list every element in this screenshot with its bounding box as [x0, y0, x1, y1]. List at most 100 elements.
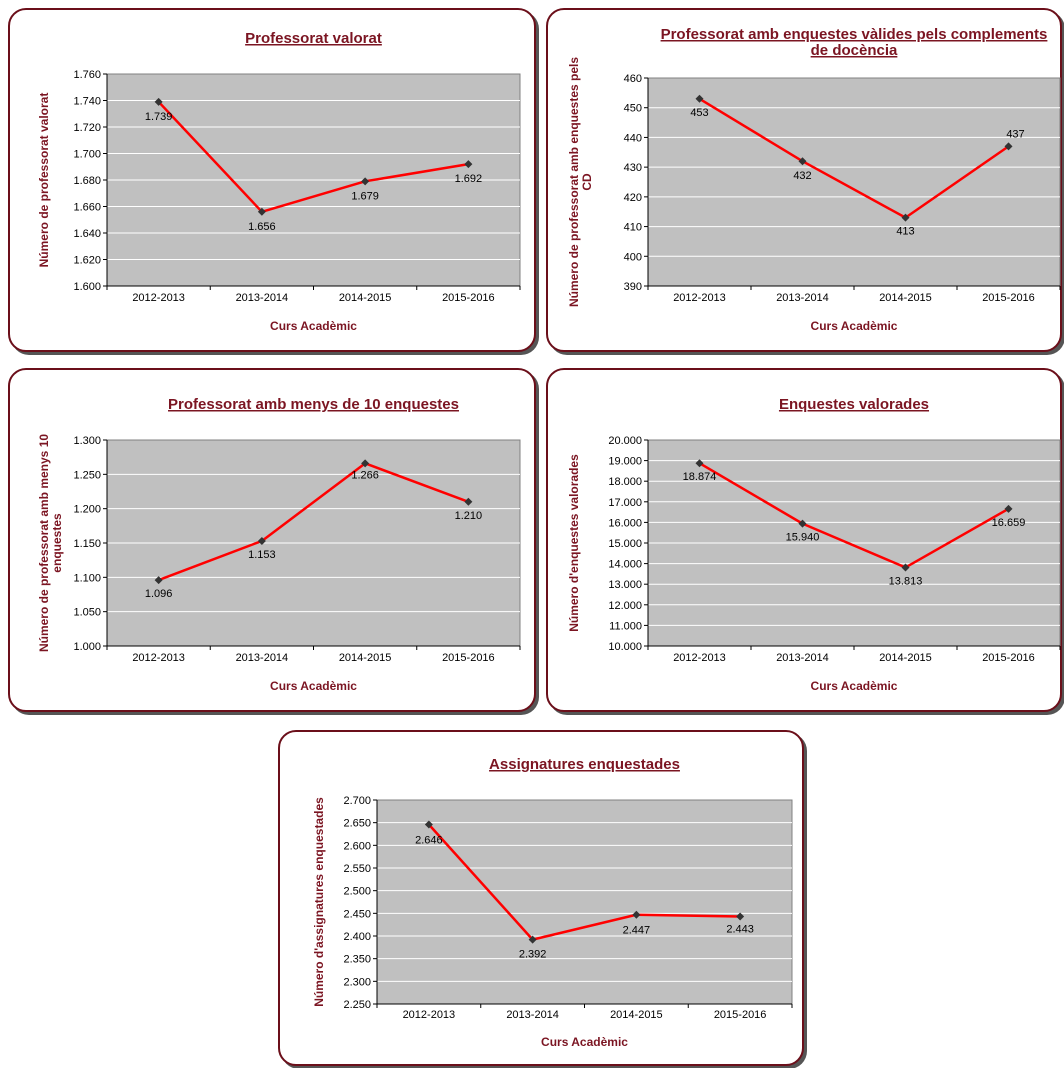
y-tick-label: 11.000	[609, 620, 642, 632]
y-tick-label: 1.660	[73, 202, 101, 214]
y-tick-label: 1.640	[73, 228, 101, 240]
data-label: 13.813	[889, 575, 923, 587]
x-tick-label: 2013-2014	[236, 652, 289, 664]
data-label: 15.940	[786, 532, 820, 544]
chart-title: Professorat amb enquestes vàlides pels c…	[661, 26, 1048, 43]
y-axis-label: Número d'assignatures enquestades	[312, 797, 326, 1007]
data-label: 437	[1006, 128, 1024, 140]
series-line	[698, 462, 1010, 569]
y-tick-label: 2.700	[343, 795, 371, 807]
data-label: 18.874	[683, 471, 717, 483]
y-tick-label: 1.250	[73, 469, 101, 481]
series-line	[427, 823, 741, 941]
chart-title: Professorat valorat	[245, 30, 382, 47]
y-tick-label: 16.000	[608, 517, 642, 529]
chart-panel-enquestes-valorades: Enquestes valorades 10.000 11.000 12.000 13.…	[546, 368, 1062, 712]
x-tick-label: 2013-2014	[776, 652, 829, 664]
x-axis-label: Curs Acadèmic	[270, 679, 357, 693]
x-tick-label: 2013-2014	[506, 1009, 559, 1021]
data-label: 2.447	[623, 925, 651, 937]
data-point-marker	[361, 177, 370, 186]
chart-title: Assignatures enquestades	[489, 756, 680, 773]
data-point-marker	[257, 207, 266, 216]
x-tick-label: 2012-2013	[132, 652, 185, 664]
data-point-marker	[154, 576, 163, 585]
chart-title: Professorat amb menys de 10 enquestes	[168, 396, 459, 413]
data-point-marker	[464, 160, 473, 169]
data-label: 1.656	[248, 221, 276, 233]
plot-area	[376, 799, 793, 1005]
y-tick-label: 460	[624, 73, 642, 85]
data-label: 2.392	[519, 949, 547, 961]
y-axis-label: Número de professorat amb enquestes pels	[567, 57, 581, 307]
y-axis-label: Número d'enquestes valorades	[567, 454, 581, 632]
line-chart: Professorat valorat 1.600 1.620 1.640 1.660 1…	[37, 30, 521, 333]
x-tick-label: 2014-2015	[339, 292, 392, 304]
y-tick-label: 17.000	[608, 497, 642, 509]
data-label: 2.646	[415, 834, 443, 846]
y-tick-label: 19.000	[608, 456, 642, 468]
x-tick-label: 2014-2015	[610, 1009, 663, 1021]
y-tick-label: 18.000	[608, 476, 642, 488]
data-label: 1.739	[145, 111, 173, 123]
data-point-marker	[901, 213, 910, 222]
x-axis-label: Curs Acadèmic	[811, 319, 898, 333]
line-chart: Professorat amb menys de 10 enquestes 1.0…	[37, 396, 521, 693]
y-tick-label: 400	[624, 251, 642, 263]
x-tick-label: 2014-2015	[879, 652, 932, 664]
y-tick-label: 20.000	[608, 435, 642, 447]
series-line	[698, 97, 1010, 219]
data-point-marker	[736, 912, 745, 921]
data-label: 1.692	[455, 173, 483, 185]
y-tick-label: 1.000	[73, 641, 101, 653]
x-tick-label: 2013-2014	[776, 292, 829, 304]
y-tick-label: 2.450	[343, 908, 371, 920]
y-tick-label: 1.150	[73, 538, 101, 550]
y-axis-label: enquestes	[50, 513, 64, 573]
data-point-marker	[464, 497, 473, 506]
x-tick-label: 2012-2013	[673, 292, 726, 304]
data-point-marker	[695, 459, 704, 468]
data-point-marker	[695, 94, 704, 103]
data-point-marker	[798, 519, 807, 528]
data-label: 2.443	[726, 924, 754, 936]
x-tick-label: 2012-2013	[132, 292, 185, 304]
chart-panel-professorat-valorat: Professorat valorat 1.600 1.620 1.640 1.660 1…	[8, 8, 536, 352]
y-tick-label: 2.300	[343, 976, 371, 988]
chart-panel-assignatures-enquestades: Assignatures enquestades 2.250 2.300 2.350 2…	[278, 730, 804, 1066]
y-tick-label: 2.600	[343, 840, 371, 852]
data-label: 16.659	[992, 517, 1026, 529]
chart-panel-professorat-menys-10: Professorat amb menys de 10 enquestes 1.0…	[8, 368, 536, 712]
x-tick-label: 2015-2016	[982, 652, 1035, 664]
data-point-marker	[632, 910, 641, 919]
x-tick-label: 2015-2016	[982, 292, 1035, 304]
series-line	[157, 100, 469, 214]
y-tick-label: 2.550	[343, 863, 371, 875]
y-tick-label: 1.680	[73, 175, 101, 187]
y-tick-label: 2.650	[343, 818, 371, 830]
data-point-marker	[1004, 504, 1013, 513]
y-tick-label: 2.250	[343, 999, 371, 1011]
y-tick-label: 450	[624, 103, 642, 115]
y-tick-label: 15.000	[608, 538, 642, 550]
y-tick-label: 1.760	[73, 69, 101, 81]
y-axis-label: Número de professorat amb menys 10	[37, 434, 51, 652]
x-axis-label: Curs Acadèmic	[541, 1035, 628, 1049]
data-point-marker	[1004, 142, 1013, 151]
y-tick-label: 14.000	[608, 559, 642, 571]
x-tick-label: 2012-2013	[673, 652, 726, 664]
data-label: 1.153	[248, 549, 276, 561]
y-tick-label: 1.720	[73, 122, 101, 134]
line-chart: Enquestes valorades 10.000 11.000 12.000 13.…	[567, 396, 1061, 693]
y-tick-label: 430	[624, 162, 642, 174]
data-label: 1.096	[145, 588, 173, 600]
x-tick-label: 2014-2015	[339, 652, 392, 664]
y-tick-label: 2.400	[343, 931, 371, 943]
y-tick-label: 1.620	[73, 255, 101, 267]
x-axis-label: Curs Acadèmic	[811, 679, 898, 693]
x-tick-label: 2012-2013	[403, 1009, 456, 1021]
y-tick-label: 410	[624, 222, 642, 234]
y-tick-label: 12.000	[608, 600, 642, 612]
plot-area	[647, 77, 1061, 287]
y-tick-label: 1.100	[73, 572, 101, 584]
